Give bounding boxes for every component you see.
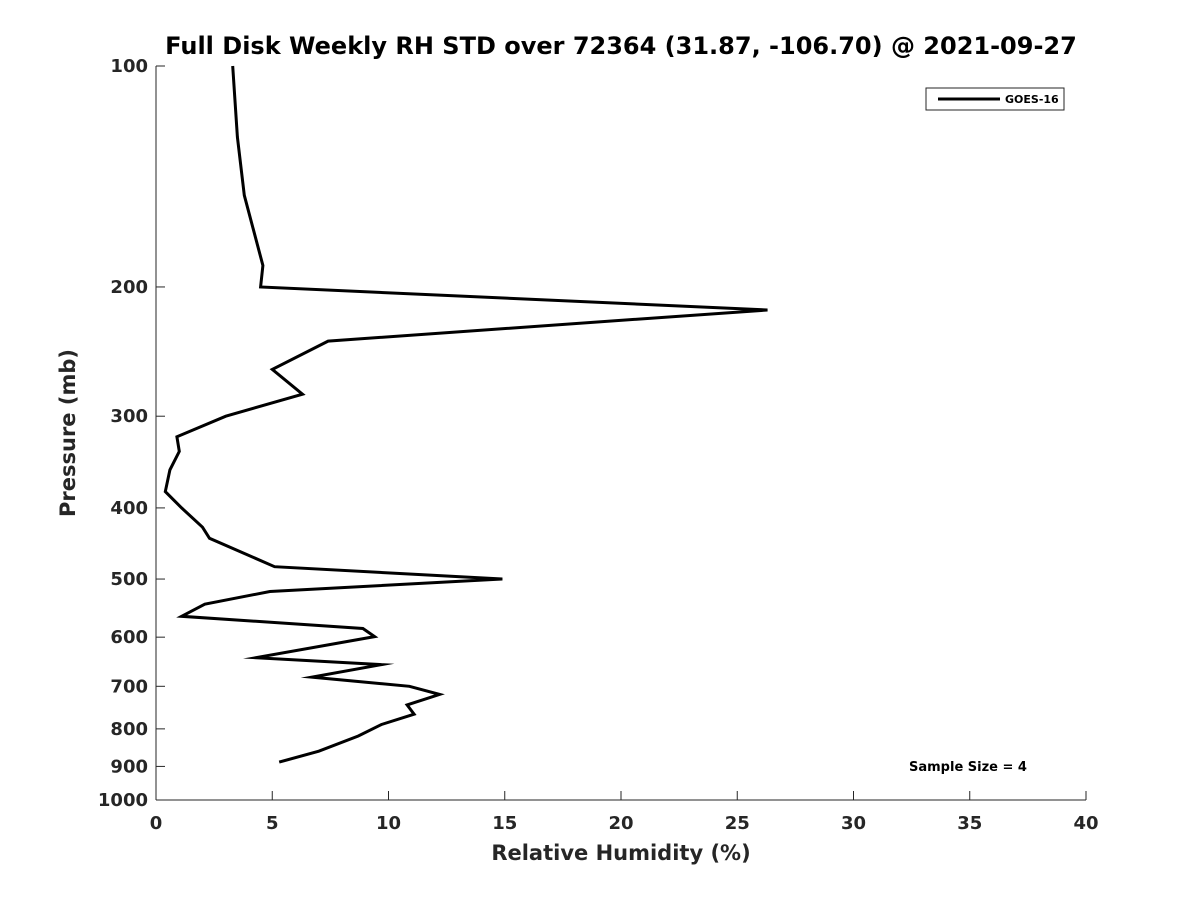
x-tick-label: 5 (266, 813, 279, 834)
x-tick-label: 35 (957, 813, 982, 834)
series-group (163, 65, 768, 764)
x-tick-group: 0 5 10 15 20 25 30 35 40 (150, 791, 1099, 834)
y-tick-label: 600 (110, 627, 148, 648)
chart-title: Full Disk Weekly RH STD over 72364 (31.8… (165, 32, 1077, 60)
x-tick-label: 15 (492, 813, 517, 834)
y-tick-label: 300 (110, 406, 148, 427)
x-tick-label: 40 (1073, 813, 1098, 834)
legend-label-goes-16: GOES-16 (1005, 93, 1059, 106)
y-tick-label: 400 (110, 498, 148, 519)
series-line-goes-16 (163, 65, 768, 764)
x-axis-label: Relative Humidity (%) (491, 841, 750, 865)
sample-size-annotation: Sample Size = 4 (909, 760, 1027, 775)
x-tick-label: 20 (608, 813, 633, 834)
x-tick-label: 25 (725, 813, 750, 834)
x-tick-label: 10 (376, 813, 401, 834)
y-tick-label: 1000 (98, 790, 148, 811)
y-tick-label: 500 (110, 569, 148, 590)
x-tick-label: 30 (841, 813, 866, 834)
y-axis-label: Pressure (mb) (56, 349, 80, 517)
y-tick-label: 100 (110, 56, 148, 77)
x-tick-label: 0 (150, 813, 163, 834)
y-tick-label: 200 (110, 277, 148, 298)
legend: GOES-16 (925, 87, 1065, 111)
y-tick-label: 700 (110, 676, 148, 697)
y-tick-label: 900 (110, 756, 148, 777)
y-tick-label: 800 (110, 719, 148, 740)
y-tick-group: 100 200 300 400 500 600 700 800 900 1000 (98, 56, 165, 811)
